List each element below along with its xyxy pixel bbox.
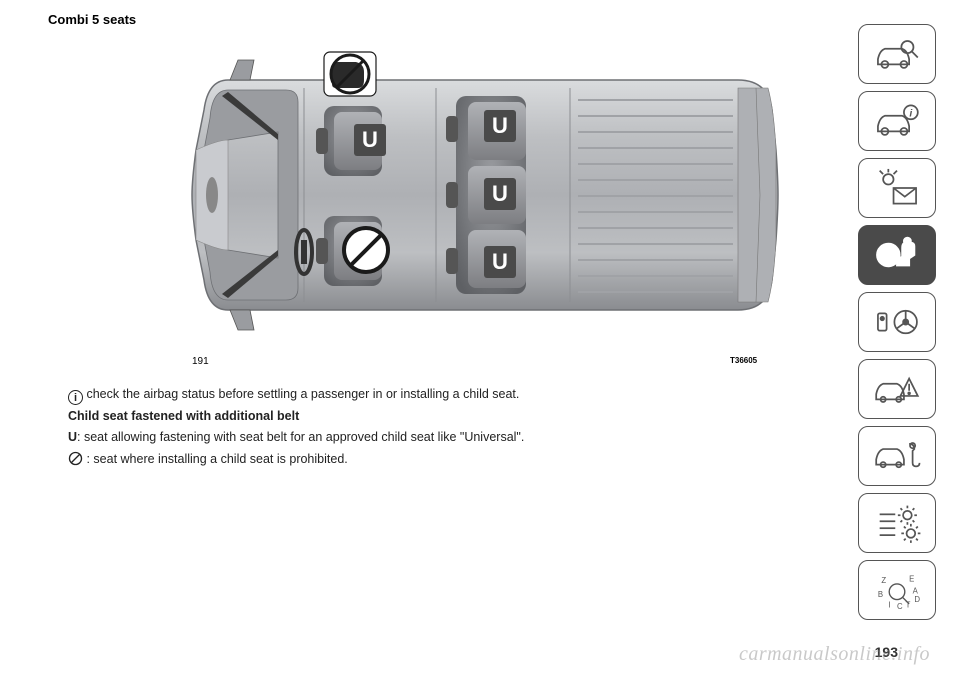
menu-warning[interactable] — [858, 359, 936, 419]
menu-service[interactable] — [858, 426, 936, 486]
svg-text:E: E — [909, 574, 914, 583]
figure-code: T36605 — [730, 356, 757, 365]
svg-text:I: I — [888, 600, 890, 609]
svg-text:A: A — [913, 586, 919, 595]
svg-text:U: U — [492, 181, 508, 206]
svg-text:C: C — [897, 602, 903, 611]
menu-settings-list[interactable] — [858, 493, 936, 553]
svg-text:T: T — [906, 600, 911, 609]
u-def: : seat allowing fastening with seat belt… — [77, 430, 524, 444]
side-menu: i — [858, 24, 936, 627]
prohibit-marker — [344, 228, 388, 272]
svg-text:D: D — [914, 595, 920, 604]
menu-lights-messages[interactable] — [858, 158, 936, 218]
menu-index[interactable]: Z E B A ICTD — [858, 560, 936, 620]
menu-key-steering[interactable] — [858, 292, 936, 352]
watermark: carmanualsonline.info — [739, 643, 930, 666]
figure-number: 191 — [192, 356, 209, 367]
body-text: i check the airbag status before settlin… — [68, 385, 780, 471]
child-seat-prohibit-badge — [324, 52, 376, 96]
seating-diagram: U U U U — [168, 40, 798, 350]
prohibit-icon — [68, 451, 83, 466]
u-letter: U — [68, 430, 77, 444]
svg-text:i: i — [909, 109, 913, 120]
menu-airbag-safety[interactable] — [858, 225, 936, 285]
note-text: check the airbag status before settling … — [86, 387, 519, 401]
svg-text:U: U — [492, 249, 508, 274]
svg-text:B: B — [878, 590, 883, 599]
page-title: Combi 5 seats — [48, 12, 136, 27]
subtitle: Child seat fastened with additional belt — [68, 409, 299, 423]
menu-vehicle-search[interactable] — [858, 24, 936, 84]
prohibit-def: : seat where installing a child seat is … — [86, 452, 347, 466]
svg-text:U: U — [492, 113, 508, 138]
menu-vehicle-info[interactable]: i — [858, 91, 936, 151]
info-icon: i — [68, 390, 83, 405]
svg-text:U: U — [362, 127, 378, 152]
svg-text:Z: Z — [881, 576, 886, 585]
